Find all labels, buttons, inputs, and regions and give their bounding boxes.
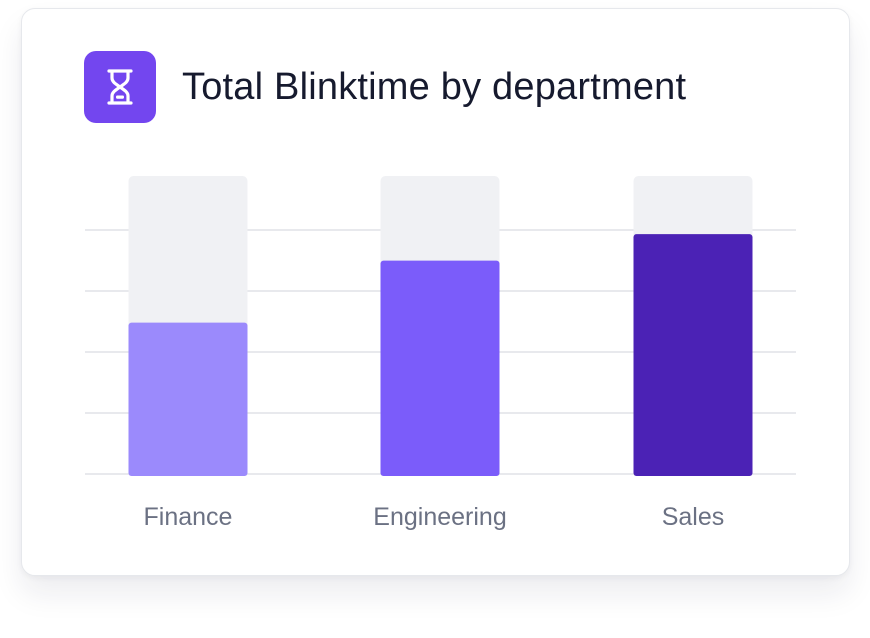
bar-sales xyxy=(633,234,753,476)
category-label-engineering: Engineering xyxy=(373,503,506,531)
chart-title: Total Blinktime by department xyxy=(182,66,687,108)
bar-engineering xyxy=(380,260,500,476)
category-labels: Finance Engineering Sales xyxy=(144,503,725,531)
bars xyxy=(128,234,753,476)
hourglass-icon-box xyxy=(84,51,156,123)
category-label-sales: Sales xyxy=(662,503,725,531)
category-label-finance: Finance xyxy=(144,503,233,531)
bar-finance xyxy=(128,322,248,476)
hourglass-icon xyxy=(107,69,133,105)
bar-chart: Finance Engineering Sales xyxy=(85,176,796,531)
chart-card: Total Blinktime by department Finance Eng… xyxy=(21,8,850,576)
